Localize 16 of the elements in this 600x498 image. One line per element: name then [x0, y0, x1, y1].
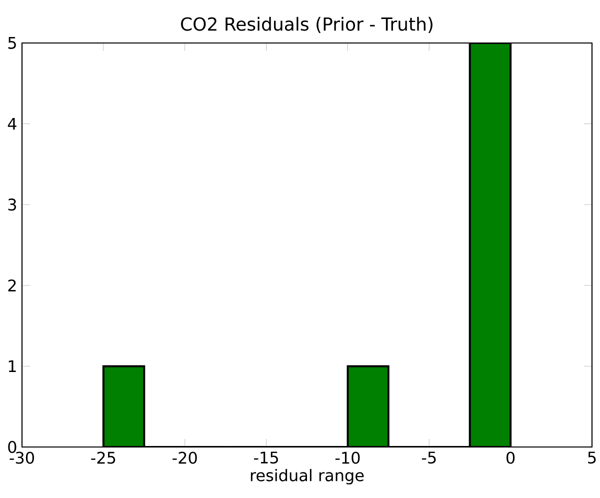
y-tick-label: 3: [8, 198, 16, 211]
x-tick-label: -20: [172, 452, 197, 464]
y-tick-label: 4: [8, 118, 16, 130]
y-tick-label: 5: [8, 37, 16, 49]
x-tick-label: 5: [588, 452, 596, 464]
x-tick-label: -25: [91, 452, 116, 464]
x-tick-label: -5: [422, 452, 436, 464]
y-tick-label: 0: [8, 440, 16, 454]
chart-title: CO2 Residuals (Prior - Truth): [181, 16, 432, 33]
x-axis-title: residual range: [250, 468, 364, 484]
x-tick-label: -30: [10, 452, 34, 464]
y-tick-label: 2: [8, 279, 16, 292]
y-tick-label: 1: [8, 360, 16, 372]
x-tick-label: -15: [254, 452, 278, 464]
x-tick-label: -10: [335, 452, 360, 464]
x-tick-label: 0: [506, 452, 515, 464]
